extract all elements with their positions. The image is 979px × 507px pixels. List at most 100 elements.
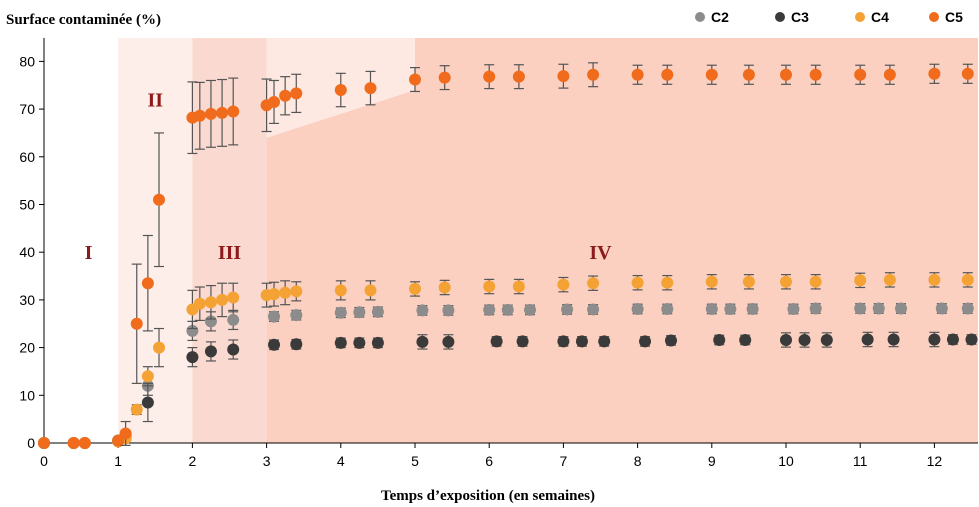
data-point bbox=[186, 351, 199, 364]
data-point bbox=[268, 310, 281, 323]
data-point bbox=[334, 306, 347, 319]
series-layer bbox=[38, 62, 978, 449]
data-point bbox=[587, 303, 600, 316]
data-point bbox=[928, 67, 941, 80]
data-point bbox=[742, 275, 755, 288]
data-point bbox=[279, 286, 292, 299]
data-point bbox=[130, 403, 143, 416]
data-point bbox=[587, 277, 600, 290]
data-point bbox=[780, 275, 792, 288]
data-point bbox=[153, 193, 166, 206]
data-point bbox=[883, 273, 896, 286]
data-point bbox=[204, 345, 217, 358]
x-tick-label: 7 bbox=[560, 453, 568, 469]
x-tick-label: 9 bbox=[708, 453, 716, 469]
data-point bbox=[895, 302, 908, 315]
data-point bbox=[631, 68, 644, 81]
data-point bbox=[490, 335, 503, 348]
data-point bbox=[141, 277, 154, 290]
data-point bbox=[705, 275, 718, 288]
data-point bbox=[334, 284, 347, 297]
data-point bbox=[928, 273, 941, 286]
data-point bbox=[279, 89, 292, 102]
x-tick-label: 12 bbox=[927, 453, 943, 469]
data-point bbox=[809, 275, 822, 288]
data-point bbox=[746, 302, 759, 315]
data-point bbox=[861, 333, 874, 346]
region-label: I bbox=[85, 242, 93, 264]
legend-item-c2: C2 bbox=[695, 9, 729, 25]
x-tick-label: 6 bbox=[485, 453, 493, 469]
data-point bbox=[961, 67, 974, 80]
y-tick-label: 10 bbox=[19, 387, 35, 403]
data-point bbox=[705, 302, 718, 315]
data-point bbox=[483, 280, 496, 293]
data-point bbox=[141, 370, 154, 383]
legend-label: C3 bbox=[791, 9, 809, 25]
y-tick-label: 80 bbox=[19, 53, 35, 69]
data-point bbox=[290, 338, 303, 351]
data-point bbox=[334, 84, 347, 97]
y-tick-label: 20 bbox=[19, 340, 35, 356]
data-point bbox=[483, 70, 496, 83]
data-point bbox=[557, 70, 570, 83]
data-point bbox=[204, 296, 217, 309]
region-label: III bbox=[218, 242, 242, 264]
data-point bbox=[780, 68, 792, 81]
series-c5 bbox=[38, 62, 974, 449]
phase-backgrounds bbox=[118, 38, 979, 443]
data-point bbox=[961, 302, 974, 315]
data-point bbox=[78, 437, 91, 449]
data-point bbox=[227, 291, 240, 304]
data-point bbox=[193, 297, 206, 310]
data-point bbox=[483, 303, 496, 316]
data-point bbox=[809, 68, 822, 81]
legend-label: C4 bbox=[871, 9, 889, 25]
data-point bbox=[141, 396, 154, 409]
data-point bbox=[227, 105, 240, 118]
data-point bbox=[961, 273, 974, 286]
data-point bbox=[854, 274, 867, 287]
x-tick-label: 2 bbox=[189, 453, 197, 469]
data-point bbox=[524, 303, 537, 316]
y-tick-label: 50 bbox=[19, 197, 35, 213]
data-point bbox=[661, 302, 674, 315]
data-point bbox=[516, 335, 529, 348]
data-point bbox=[639, 335, 652, 348]
data-point bbox=[661, 68, 674, 81]
data-point bbox=[290, 285, 303, 298]
data-point bbox=[780, 333, 792, 346]
y-tick-label: 40 bbox=[19, 244, 35, 260]
data-point bbox=[353, 336, 366, 349]
data-point bbox=[872, 302, 885, 315]
data-point bbox=[67, 437, 80, 449]
legend-marker bbox=[929, 12, 939, 22]
data-point bbox=[512, 70, 525, 83]
data-point bbox=[739, 333, 752, 346]
data-point bbox=[290, 87, 303, 100]
data-point bbox=[438, 71, 451, 84]
x-axis-label: Temps d’exposition (en semaines) bbox=[381, 488, 595, 504]
data-point bbox=[227, 313, 240, 326]
data-point bbox=[631, 302, 644, 315]
data-point bbox=[438, 281, 451, 294]
legend-label: C5 bbox=[945, 9, 963, 25]
legend: C2 C3 C4 C5 bbox=[695, 9, 963, 25]
x-tick-label: 10 bbox=[778, 453, 794, 469]
y-axis-label: Surface contaminée (%) bbox=[6, 12, 161, 28]
data-point bbox=[130, 317, 143, 330]
data-point bbox=[416, 304, 429, 317]
data-point bbox=[416, 335, 429, 348]
legend-label: C2 bbox=[711, 9, 729, 25]
x-tick-label: 11 bbox=[853, 453, 868, 469]
x-tick-label: 3 bbox=[263, 453, 271, 469]
legend-marker bbox=[695, 12, 705, 22]
data-point bbox=[501, 303, 514, 316]
data-point bbox=[820, 333, 833, 346]
data-point bbox=[561, 303, 574, 316]
y-tick-label: 30 bbox=[19, 292, 35, 308]
y-tick-label: 60 bbox=[19, 149, 35, 165]
